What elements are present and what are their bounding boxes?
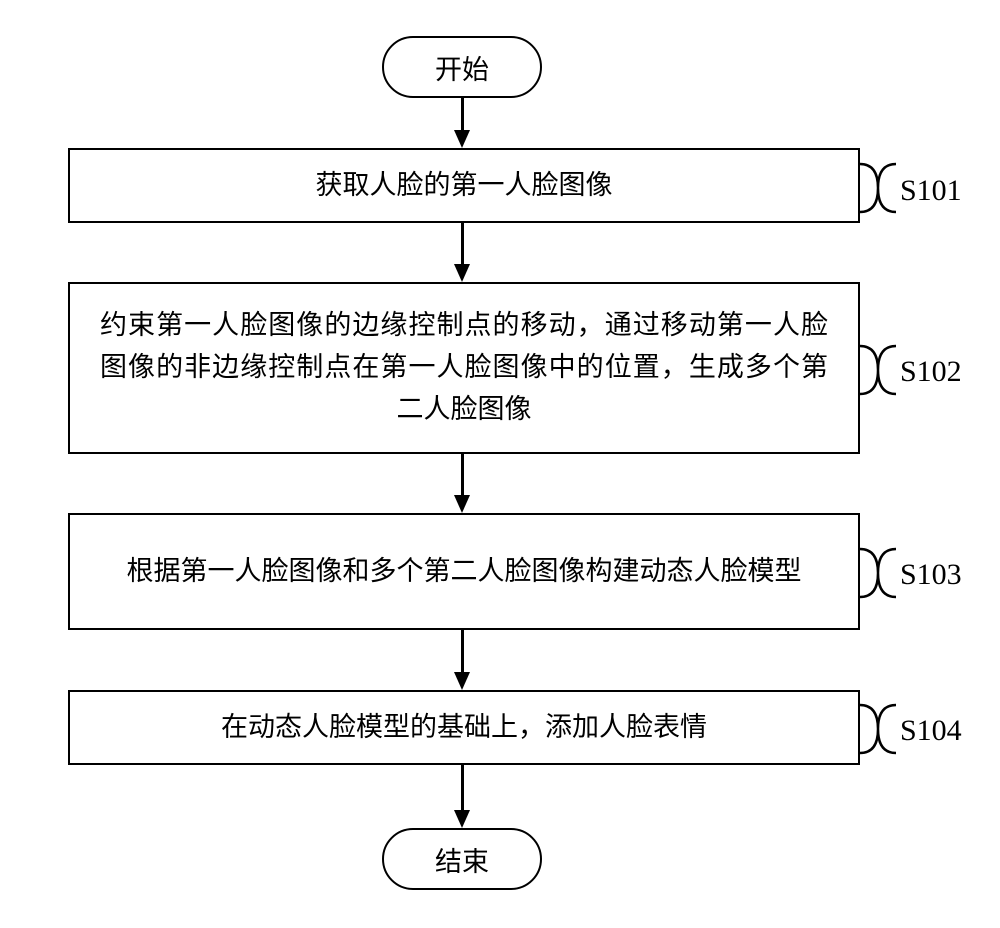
process-s103: 根据第一人脸图像和多个第二人脸图像构建动态人脸模型 bbox=[68, 513, 860, 630]
start-terminal: 开始 bbox=[382, 36, 542, 98]
connector-s103 bbox=[858, 547, 900, 599]
arrow-line-3 bbox=[461, 454, 464, 497]
connector-s101 bbox=[858, 162, 900, 214]
process-s104: 在动态人脸模型的基础上，添加人脸表情 bbox=[68, 690, 860, 765]
arrow-head-1 bbox=[454, 130, 470, 148]
label-s101: S101 bbox=[900, 174, 962, 208]
arrow-line-2 bbox=[461, 223, 464, 266]
label-s103: S103 bbox=[900, 558, 962, 592]
arrow-line-5 bbox=[461, 765, 464, 812]
arrow-head-2 bbox=[454, 264, 470, 282]
label-s102: S102 bbox=[900, 355, 962, 389]
arrow-line-1 bbox=[461, 98, 464, 132]
end-text: 结束 bbox=[435, 840, 489, 879]
process-s102: 约束第一人脸图像的边缘控制点的移动，通过移动第一人脸图像的非边缘控制点在第一人脸… bbox=[68, 282, 860, 454]
s103-text: 根据第一人脸图像和多个第二人脸图像构建动态人脸模型 bbox=[127, 551, 802, 593]
s101-text: 获取人脸的第一人脸图像 bbox=[316, 165, 613, 207]
flowchart-container: 开始 获取人脸的第一人脸图像 S101 约束第一人脸图像的边缘控制点的移动，通过… bbox=[0, 0, 1000, 928]
arrow-line-4 bbox=[461, 630, 464, 674]
label-s104: S104 bbox=[900, 714, 962, 748]
arrow-head-4 bbox=[454, 672, 470, 690]
process-s101: 获取人脸的第一人脸图像 bbox=[68, 148, 860, 223]
connector-s102 bbox=[858, 344, 900, 396]
arrow-head-5 bbox=[454, 810, 470, 828]
arrow-head-3 bbox=[454, 495, 470, 513]
start-text: 开始 bbox=[435, 48, 489, 87]
end-terminal: 结束 bbox=[382, 828, 542, 890]
s102-text: 约束第一人脸图像的边缘控制点的移动，通过移动第一人脸图像的非边缘控制点在第一人脸… bbox=[100, 305, 828, 431]
s104-text: 在动态人脸模型的基础上，添加人脸表情 bbox=[221, 707, 707, 749]
connector-s104 bbox=[858, 703, 900, 755]
